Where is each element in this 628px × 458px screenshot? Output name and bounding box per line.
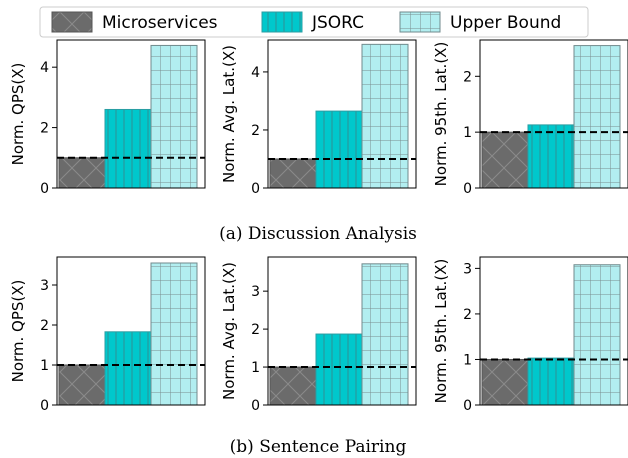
y-tick-label: 4	[251, 65, 260, 81]
legend-swatch	[51, 11, 93, 33]
y-tick-label: 3	[40, 278, 49, 294]
y-tick-label: 1	[463, 352, 472, 368]
bar	[361, 263, 409, 406]
axes-frame	[267, 256, 417, 406]
bar	[150, 262, 198, 406]
bar	[315, 333, 363, 406]
y-axis-label: Norm. Avg. Lat.(X)	[220, 45, 238, 183]
legend: Microservices JSORC Upper Bound	[39, 6, 589, 38]
y-axis-label: Norm. 95th. Lat.(X)	[432, 42, 450, 187]
bar	[269, 366, 317, 406]
legend-label: Upper Bound	[450, 13, 561, 33]
bar	[527, 124, 575, 189]
chart-panel: 0 1 2 3 Norm. QPS(X)	[9, 256, 206, 414]
y-tick-label: 2	[251, 322, 260, 338]
bar	[481, 131, 529, 189]
y-tick-label: 0	[463, 181, 472, 197]
y-tick-label: 2	[463, 307, 472, 323]
y-tick-label: 2	[40, 121, 49, 137]
axes-frame	[479, 39, 628, 189]
bar	[481, 358, 529, 406]
y-axis-label: Norm. 95th. Lat.(X)	[432, 259, 450, 404]
bar	[104, 108, 152, 189]
y-tick-label: 1	[251, 360, 260, 376]
legend-swatch	[399, 11, 441, 33]
chart-panel: 0 1 2 3 Norm. 95th. Lat.(X)	[432, 256, 628, 414]
bar	[361, 43, 409, 189]
y-tick-label: 3	[251, 284, 260, 300]
caption-a: (a) Discussion Analysis	[219, 224, 417, 244]
y-axis-label: Norm. QPS(X)	[9, 63, 27, 166]
y-axis-label: Norm. QPS(X)	[9, 280, 27, 383]
y-tick-label: 0	[40, 398, 49, 414]
axes-frame	[267, 39, 417, 189]
y-tick-label: 2	[251, 123, 260, 139]
legend-label: JSORC	[311, 13, 364, 33]
y-tick-label: 0	[463, 398, 472, 414]
legend-swatch	[261, 11, 303, 33]
bar	[573, 45, 621, 189]
caption-b: (b) Sentence Pairing	[230, 437, 407, 457]
bar	[58, 157, 106, 189]
bar	[573, 264, 621, 406]
chart-panel: 0 2 4 Norm. Avg. Lat.(X)	[220, 39, 417, 197]
bar	[150, 44, 198, 189]
y-tick-label: 1	[40, 358, 49, 374]
y-tick-label: 0	[251, 181, 260, 197]
legend-frame	[39, 6, 589, 38]
y-tick-label: 4	[40, 60, 49, 76]
bar	[58, 364, 106, 406]
legend-label: Microservices	[102, 13, 218, 33]
chart-panel: 0 1 2 3 Norm. Avg. Lat.(X)	[220, 256, 417, 414]
bar	[269, 158, 317, 189]
y-tick-label: 3	[463, 261, 472, 277]
bar	[104, 331, 152, 406]
y-tick-label: 2	[463, 69, 472, 85]
bar	[527, 357, 575, 406]
chart-panel: 0 2 4 Norm. QPS(X)	[9, 39, 206, 197]
y-tick-label: 2	[40, 318, 49, 334]
y-tick-label: 0	[40, 181, 49, 197]
bar	[315, 110, 363, 189]
axes-frame	[479, 256, 628, 406]
y-tick-label: 1	[463, 125, 472, 141]
axes-frame	[56, 39, 206, 189]
chart-panel: 0 1 2 Norm. 95th. Lat.(X)	[432, 39, 628, 197]
y-tick-label: 0	[251, 398, 260, 414]
axes-frame	[56, 256, 206, 406]
y-axis-label: Norm. Avg. Lat.(X)	[220, 262, 238, 400]
